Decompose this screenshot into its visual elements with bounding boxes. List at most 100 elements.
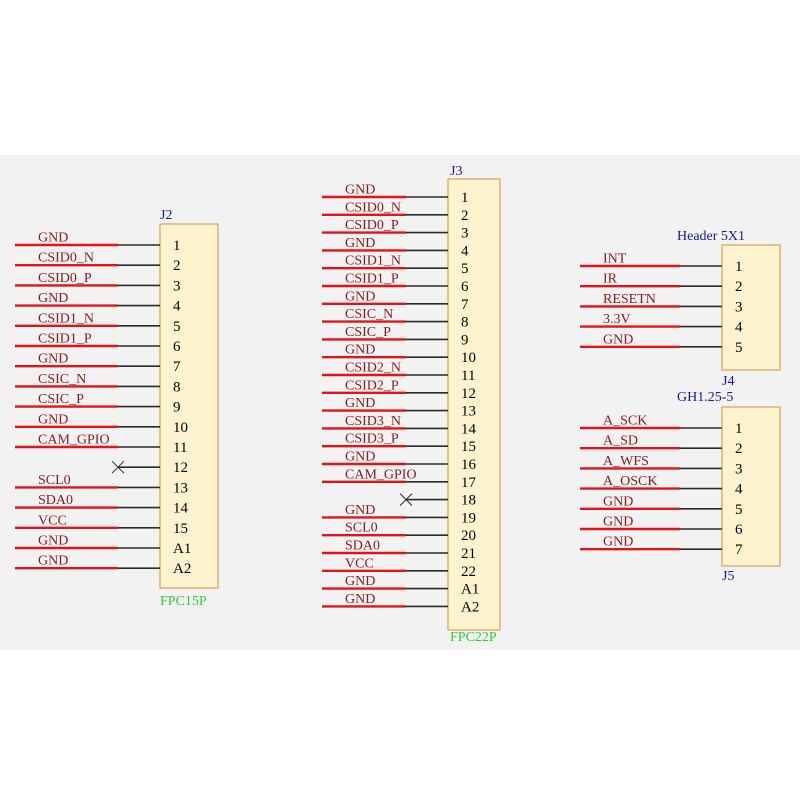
j3-net-label-pin-4: GND [345, 236, 375, 251]
j3-net-label-pin-20: SCL0 [345, 521, 378, 536]
j3-pin-number-22: 22 [461, 564, 476, 580]
j2-pin-number-11: 11 [173, 440, 187, 456]
j2-pin-number-12: 12 [173, 460, 188, 476]
j3-net-label-pin-11: CSID2_N [345, 361, 401, 376]
j2-pin-number-2: 2 [173, 258, 181, 274]
j5-net-label-pin-5: GND [603, 494, 633, 509]
j2-pin-number-15: 15 [173, 521, 188, 537]
j3-pin-number-18: 18 [461, 493, 476, 509]
j5-pin-number-4: 4 [735, 482, 743, 498]
j5-designator: J5 [722, 569, 734, 584]
j4-body [721, 244, 781, 371]
j2-net-label-pin-8: CSIC_N [38, 372, 86, 387]
j4-pin-number-3: 3 [735, 299, 743, 315]
j3-net-label-pin-19: GND [345, 503, 375, 518]
j2-pin-number-13: 13 [173, 480, 188, 496]
j3-net-label-pin-17: CAM_GPIO [345, 467, 417, 482]
j3-net-label-pin-12: CSID2_P [345, 378, 399, 393]
j2-net-label-pin-3: CSID0_P [38, 271, 92, 286]
j4-value: Header 5X1 [677, 229, 745, 244]
j4-net-label-pin-2: IR [603, 272, 618, 287]
j4-net-label-pin-4: 3.3V [603, 312, 631, 327]
j5-net-label-pin-2: A_SD [603, 434, 638, 449]
j2-designator: J2 [160, 208, 172, 223]
j3-pin-number-21: 21 [461, 546, 476, 562]
j2-pin-number-1: 1 [173, 238, 181, 254]
j2-net-label-pin-A1: GND [38, 534, 68, 549]
j3-net-label-pin-1: GND [345, 183, 375, 198]
j5-body [721, 406, 781, 567]
j2-net-label-pin-11: CAM_GPIO [38, 433, 110, 448]
j2-value: FPC15P [160, 594, 207, 609]
j3-net-label-pin-2: CSID0_N [345, 200, 401, 215]
j2-pin-number-6: 6 [173, 339, 181, 355]
j4-net-label-pin-5: GND [603, 332, 633, 347]
j5-pin-number-6: 6 [735, 522, 743, 538]
j4-pin-number-1: 1 [735, 259, 743, 275]
j3-net-label-pin-14: CSID3_N [345, 414, 401, 429]
j3-pin-number-8: 8 [461, 315, 469, 331]
j3-pin-number-16: 16 [461, 457, 477, 473]
j3-net-label-pin-15: CSID3_P [345, 432, 399, 447]
j3-pin-number-12: 12 [461, 386, 476, 402]
j3-net-label-pin-8: CSIC_N [345, 307, 393, 322]
j2-pin-number-8: 8 [173, 379, 181, 395]
j3-net-label-pin-10: GND [345, 343, 375, 358]
j2-pin-number-14: 14 [173, 501, 189, 517]
j3-net-label-pin-6: CSID1_P [345, 272, 399, 287]
j3-net-label-pin-21: SDA0 [345, 539, 380, 554]
j2-net-label-pin-9: CSIC_P [38, 392, 84, 407]
j3-net-label-pin-A2: GND [345, 592, 375, 607]
j3-pin-number-15: 15 [461, 439, 476, 455]
j2-pin-number-4: 4 [173, 299, 181, 315]
j2-pin-number-A2: A2 [173, 561, 191, 577]
j2-net-label-pin-4: GND [38, 291, 68, 306]
j3-net-label-pin-16: GND [345, 450, 375, 465]
j2-net-label-pin-6: CSID1_P [38, 332, 92, 347]
j2-net-label-pin-2: CSID0_N [38, 251, 94, 266]
j2-net-label-pin-15: VCC [38, 513, 67, 528]
j3-pin-number-20: 20 [461, 528, 476, 544]
j4-pin-number-4: 4 [735, 320, 743, 336]
j2-net-label-pin-5: CSID1_N [38, 311, 94, 326]
j2-pin-number-5: 5 [173, 319, 181, 335]
j3-pin-number-10: 10 [461, 350, 476, 366]
j3-net-label-pin-22: VCC [345, 556, 374, 571]
j2-body [159, 223, 219, 589]
j2-pin-number-9: 9 [173, 400, 181, 416]
j2-net-label-pin-A2: GND [38, 554, 68, 569]
j5-net-label-pin-3: A_WFS [603, 454, 649, 469]
j3-net-label-pin-13: GND [345, 396, 375, 411]
j4-net-label-pin-3: RESETN [603, 292, 656, 307]
j3-pin-number-9: 9 [461, 332, 469, 348]
j3-designator: J3 [450, 164, 462, 179]
j3-pin-number-14: 14 [461, 421, 477, 437]
j3-pin-number-19: 19 [461, 510, 476, 526]
j5-pin-number-3: 3 [735, 461, 743, 477]
j3-net-label-pin-9: CSIC_P [345, 325, 391, 340]
j3-net-label-pin-3: CSID0_P [345, 218, 399, 233]
j2-net-label-pin-13: SCL0 [38, 473, 71, 488]
j5-pin-number-1: 1 [735, 421, 743, 437]
j3-pin-number-3: 3 [461, 226, 469, 242]
j3-pin-number-11: 11 [461, 368, 475, 384]
j2-pin-number-7: 7 [173, 359, 181, 375]
j2-net-label-pin-10: GND [38, 412, 68, 427]
j3-pin-number-A2: A2 [461, 599, 479, 615]
j3-net-label-pin-7: GND [345, 289, 375, 304]
j5-net-label-pin-6: GND [603, 515, 633, 530]
j3-pin-number-6: 6 [461, 279, 469, 295]
j5-pin-number-2: 2 [735, 441, 743, 457]
j3-pin-number-A1: A1 [461, 582, 479, 598]
j5-net-label-pin-7: GND [603, 535, 633, 550]
j3-pin-number-5: 5 [461, 261, 469, 277]
j3-pin-number-2: 2 [461, 208, 469, 224]
j3-pin-number-4: 4 [461, 243, 469, 259]
j5-net-label-pin-4: A_OSCK [603, 474, 657, 489]
j5-pin-number-5: 5 [735, 502, 743, 518]
j4-pin-number-2: 2 [735, 279, 743, 295]
j3-pin-number-17: 17 [461, 475, 477, 491]
j3-pin-number-7: 7 [461, 297, 469, 313]
